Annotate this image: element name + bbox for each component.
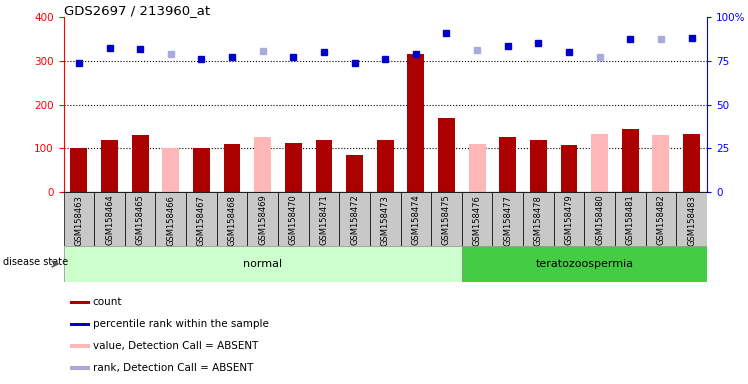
Bar bbox=[622, 129, 639, 192]
Bar bbox=[431, 192, 462, 246]
Text: GSM158473: GSM158473 bbox=[381, 195, 390, 245]
Bar bbox=[217, 192, 248, 246]
Text: GSM158476: GSM158476 bbox=[473, 195, 482, 245]
Bar bbox=[70, 344, 91, 348]
Bar bbox=[683, 134, 700, 192]
Text: GSM158472: GSM158472 bbox=[350, 195, 359, 245]
Bar bbox=[591, 134, 608, 192]
Bar bbox=[500, 137, 516, 192]
Text: GSM158474: GSM158474 bbox=[411, 195, 420, 245]
Text: GSM158471: GSM158471 bbox=[319, 195, 328, 245]
Bar bbox=[132, 135, 149, 192]
Bar bbox=[125, 192, 156, 246]
Bar bbox=[162, 148, 180, 192]
Bar bbox=[530, 141, 547, 192]
Text: value, Detection Call = ABSENT: value, Detection Call = ABSENT bbox=[93, 341, 258, 351]
Bar bbox=[462, 192, 492, 246]
Text: normal: normal bbox=[243, 259, 282, 269]
Text: GSM158477: GSM158477 bbox=[503, 195, 512, 245]
Bar bbox=[615, 192, 646, 246]
Text: percentile rank within the sample: percentile rank within the sample bbox=[93, 319, 269, 329]
Text: GSM158468: GSM158468 bbox=[227, 195, 236, 245]
Text: GSM158467: GSM158467 bbox=[197, 195, 206, 245]
Bar bbox=[554, 192, 584, 246]
Bar bbox=[438, 118, 455, 192]
Bar bbox=[492, 192, 523, 246]
Text: GSM158463: GSM158463 bbox=[74, 195, 83, 245]
Bar bbox=[309, 192, 340, 246]
Text: teratozoospermia: teratozoospermia bbox=[536, 259, 634, 269]
Text: rank, Detection Call = ABSENT: rank, Detection Call = ABSENT bbox=[93, 363, 253, 373]
Bar bbox=[254, 137, 271, 192]
Bar bbox=[340, 192, 370, 246]
Bar bbox=[224, 144, 240, 192]
Bar bbox=[462, 247, 707, 281]
Text: GSM158469: GSM158469 bbox=[258, 195, 267, 245]
Text: GDS2697 / 213960_at: GDS2697 / 213960_at bbox=[64, 4, 209, 17]
Text: disease state: disease state bbox=[3, 257, 68, 267]
Text: GSM158470: GSM158470 bbox=[289, 195, 298, 245]
Bar bbox=[193, 148, 210, 192]
Bar bbox=[408, 55, 424, 192]
Bar bbox=[70, 366, 91, 370]
Bar bbox=[560, 145, 577, 192]
Bar bbox=[469, 144, 485, 192]
Text: count: count bbox=[93, 298, 122, 308]
Bar bbox=[64, 247, 462, 281]
Bar bbox=[278, 192, 309, 246]
Bar bbox=[523, 192, 554, 246]
Bar bbox=[94, 192, 125, 246]
Text: GSM158480: GSM158480 bbox=[595, 195, 604, 245]
Text: GSM158464: GSM158464 bbox=[105, 195, 114, 245]
Text: GSM158466: GSM158466 bbox=[166, 195, 175, 245]
Bar bbox=[400, 192, 431, 246]
Bar bbox=[646, 192, 676, 246]
Text: GSM158465: GSM158465 bbox=[135, 195, 144, 245]
Bar bbox=[70, 301, 91, 305]
Bar bbox=[316, 140, 332, 192]
Bar bbox=[285, 142, 301, 192]
Bar bbox=[676, 192, 707, 246]
Bar bbox=[370, 192, 400, 246]
Text: GSM158483: GSM158483 bbox=[687, 195, 696, 245]
Bar bbox=[70, 323, 91, 326]
Bar bbox=[377, 140, 393, 192]
Bar bbox=[186, 192, 217, 246]
Bar bbox=[70, 148, 88, 192]
Bar bbox=[584, 192, 615, 246]
Bar bbox=[652, 135, 669, 192]
Bar bbox=[248, 192, 278, 246]
Bar bbox=[101, 141, 118, 192]
Text: GSM158478: GSM158478 bbox=[534, 195, 543, 245]
Bar bbox=[64, 192, 94, 246]
Text: GSM158479: GSM158479 bbox=[565, 195, 574, 245]
Text: GSM158481: GSM158481 bbox=[626, 195, 635, 245]
Bar bbox=[346, 155, 363, 192]
Text: GSM158482: GSM158482 bbox=[657, 195, 666, 245]
Text: GSM158475: GSM158475 bbox=[442, 195, 451, 245]
Bar bbox=[156, 192, 186, 246]
